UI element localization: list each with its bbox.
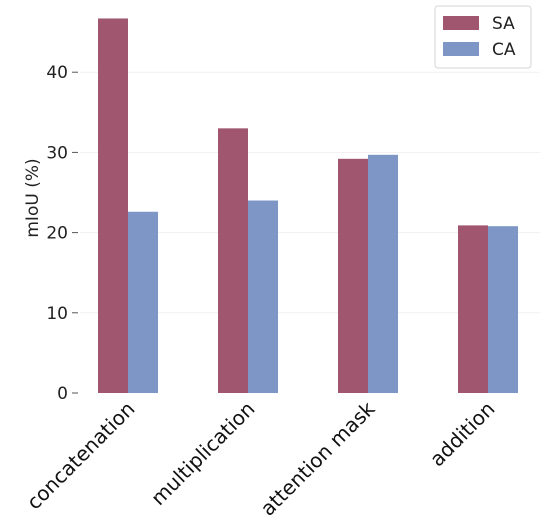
bar-sa-addition <box>458 225 488 393</box>
x-tick-label: addition <box>425 397 500 472</box>
bar-ca-concatenation <box>128 211 158 393</box>
bar-sa-concatenation <box>98 18 128 393</box>
y-tick-label: 0 <box>57 384 68 404</box>
y-axis-label: mIoU (%) <box>23 158 43 237</box>
legend-swatch-ca <box>443 42 479 56</box>
legend-label-ca: CA <box>492 40 516 60</box>
bar-ca-addition <box>488 226 518 393</box>
x-tick-label: attention mask <box>256 396 380 520</box>
bars <box>98 18 518 393</box>
y-tick-label: 10 <box>46 304 68 324</box>
bar-sa-attention-mask <box>338 158 368 393</box>
bar-sa-multiplication <box>218 128 248 393</box>
y-tick-label: 20 <box>46 224 68 244</box>
legend-label-sa: SA <box>492 14 515 34</box>
legend-box <box>434 5 532 69</box>
legend-swatch-sa <box>443 16 479 30</box>
x-tick-label: multiplication <box>146 397 259 510</box>
y-axis: 0 10 20 30 40 <box>46 63 78 404</box>
legend: SA CA <box>434 5 532 69</box>
bar-ca-attention-mask <box>368 154 398 393</box>
x-tick-label: concatenation <box>22 397 140 515</box>
bar-ca-multiplication <box>248 200 278 393</box>
y-tick-label: 30 <box>46 143 68 163</box>
y-tick-label: 40 <box>46 63 68 83</box>
